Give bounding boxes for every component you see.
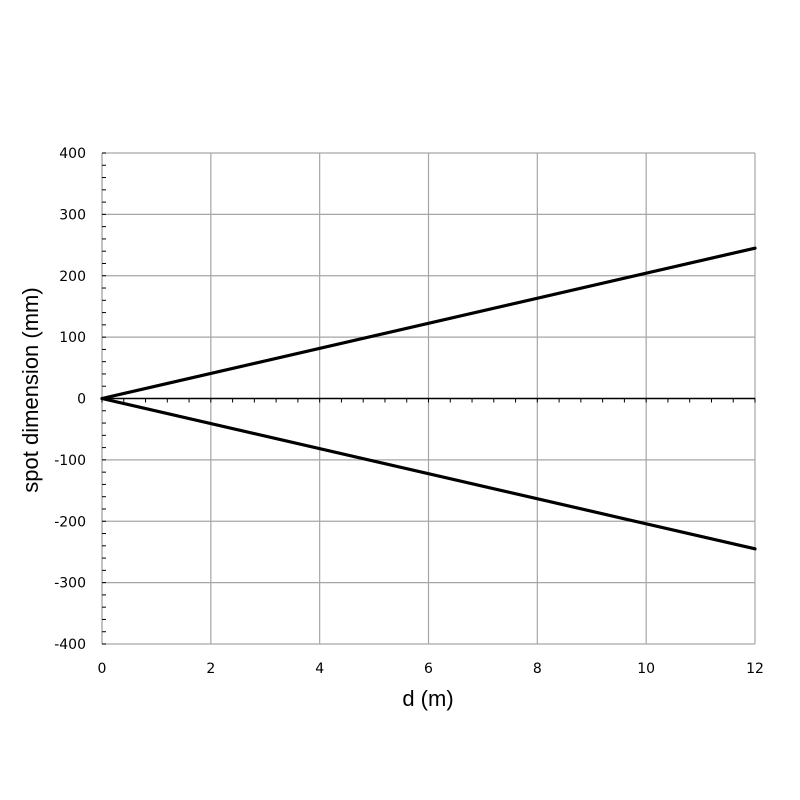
y-tick-label: -400 <box>54 637 86 653</box>
y-tick-label: 0 <box>77 392 86 408</box>
y-tick-label: 300 <box>59 207 86 223</box>
x-tick-label: 6 <box>424 661 433 677</box>
series-line-2 <box>100 396 757 551</box>
y-tick-label: 100 <box>59 330 86 346</box>
x-tick-label: 12 <box>746 661 764 677</box>
x-axis-title: d (m) <box>402 686 453 711</box>
y-axis-title: spot dimension (mm) <box>18 287 43 492</box>
y-tick-label: 400 <box>59 146 86 162</box>
tick-labels: 400 300 200 100 0 -100 -200 -300 -400 0 2 4 6 8 10 12 <box>54 146 764 677</box>
x-tick-label: 10 <box>637 661 655 677</box>
x-tick-label: 0 <box>98 661 107 677</box>
series-line-1 <box>100 246 757 401</box>
series-layer <box>100 246 757 551</box>
y-tick-label: 200 <box>59 269 86 285</box>
y-tick-label: -200 <box>54 514 86 530</box>
x-tick-label: 4 <box>315 661 324 677</box>
y-tick-label: -100 <box>54 453 86 469</box>
x-tick-label: 8 <box>533 661 542 677</box>
x-tick-label: 2 <box>206 661 215 677</box>
y-tick-label: -300 <box>54 576 86 592</box>
